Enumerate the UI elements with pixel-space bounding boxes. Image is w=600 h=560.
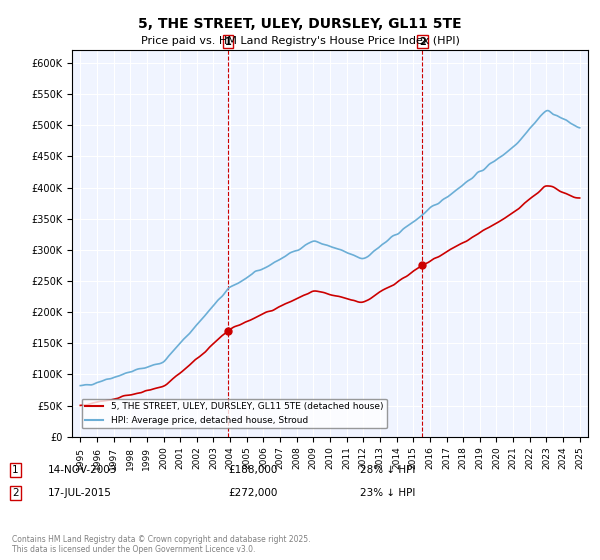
Text: 2: 2 — [12, 488, 19, 498]
Text: 1: 1 — [12, 465, 19, 475]
Text: 1: 1 — [224, 36, 232, 46]
Text: 28% ↓ HPI: 28% ↓ HPI — [360, 465, 415, 475]
Text: Price paid vs. HM Land Registry's House Price Index (HPI): Price paid vs. HM Land Registry's House … — [140, 36, 460, 46]
Text: £272,000: £272,000 — [228, 488, 277, 498]
Text: 17-JUL-2015: 17-JUL-2015 — [48, 488, 112, 498]
Text: 2: 2 — [419, 36, 425, 46]
Text: 5, THE STREET, ULEY, DURSLEY, GL11 5TE: 5, THE STREET, ULEY, DURSLEY, GL11 5TE — [138, 17, 462, 31]
Legend: 5, THE STREET, ULEY, DURSLEY, GL11 5TE (detached house), HPI: Average price, det: 5, THE STREET, ULEY, DURSLEY, GL11 5TE (… — [82, 399, 386, 428]
Text: 23% ↓ HPI: 23% ↓ HPI — [360, 488, 415, 498]
Text: 14-NOV-2003: 14-NOV-2003 — [48, 465, 118, 475]
Text: £188,000: £188,000 — [228, 465, 277, 475]
Text: Contains HM Land Registry data © Crown copyright and database right 2025.
This d: Contains HM Land Registry data © Crown c… — [12, 535, 311, 554]
